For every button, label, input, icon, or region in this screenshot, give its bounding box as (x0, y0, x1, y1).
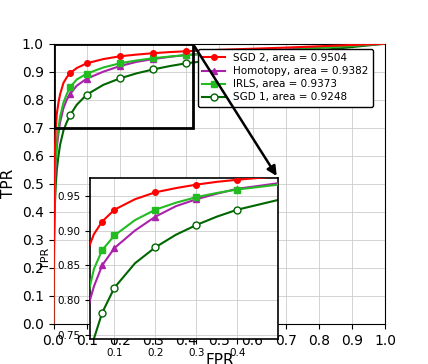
IRLS, area = 0.9373 (74, 78, 79, 82)
Homotopy, area = 0.9382 (117, 64, 122, 68)
Homotopy, area = 0.9382 (134, 60, 139, 64)
IRLS, area = 0.9373 (383, 41, 388, 46)
Homotopy, area = 0.9382 (167, 55, 172, 59)
Homotopy, area = 0.9382 (52, 182, 57, 186)
Line: SGD 1, area = 0.9248: SGD 1, area = 0.9248 (50, 40, 389, 328)
Homotopy, area = 0.9382 (53, 159, 58, 163)
IRLS, area = 0.9373 (101, 65, 106, 70)
SGD 2, area = 0.9504 (134, 52, 139, 57)
SGD 1, area = 0.9248 (54, 167, 59, 172)
Legend: SGD 2, area = 0.9504, Homotopy, area = 0.9382, IRLS, area = 0.9373, SGD 1, area : SGD 2, area = 0.9504, Homotopy, area = 0… (198, 49, 373, 107)
SGD 2, area = 0.9504 (57, 92, 62, 96)
Y-axis label: TPR: TPR (1, 169, 16, 198)
IRLS, area = 0.9373 (51, 322, 56, 326)
SGD 2, area = 0.9504 (383, 41, 388, 46)
SGD 2, area = 0.9504 (150, 51, 155, 55)
Homotopy, area = 0.9382 (74, 84, 79, 88)
Homotopy, area = 0.9382 (101, 70, 106, 74)
SGD 1, area = 0.9248 (283, 52, 288, 56)
Homotopy, area = 0.9382 (64, 98, 69, 102)
SGD 1, area = 0.9248 (250, 54, 255, 59)
SGD 2, area = 0.9504 (56, 100, 61, 105)
SGD 1, area = 0.9248 (217, 57, 222, 62)
SGD 2, area = 0.9504 (84, 61, 89, 66)
Homotopy, area = 0.9382 (84, 76, 89, 81)
SGD 1, area = 0.9248 (101, 83, 106, 87)
IRLS, area = 0.9373 (52, 210, 57, 214)
IRLS, area = 0.9373 (54, 139, 59, 144)
SGD 2, area = 0.9504 (167, 50, 172, 54)
SGD 2, area = 0.9504 (101, 57, 106, 61)
IRLS, area = 0.9373 (68, 85, 73, 89)
Homotopy, area = 0.9382 (52, 215, 57, 219)
Homotopy, area = 0.9382 (68, 92, 73, 96)
SGD 1, area = 0.9248 (64, 120, 69, 124)
SGD 1, area = 0.9248 (53, 182, 58, 186)
SGD 1, area = 0.9248 (74, 103, 79, 107)
IRLS, area = 0.9373 (117, 61, 122, 66)
Homotopy, area = 0.9382 (54, 145, 59, 150)
Homotopy, area = 0.9382 (383, 41, 388, 46)
IRLS, area = 0.9373 (84, 71, 89, 76)
IRLS, area = 0.9373 (250, 50, 255, 54)
Homotopy, area = 0.9382 (150, 57, 155, 61)
Line: SGD 2, area = 0.9504: SGD 2, area = 0.9504 (51, 41, 388, 327)
SGD 1, area = 0.9248 (57, 142, 62, 147)
X-axis label: FPR: FPR (205, 353, 234, 364)
SGD 1, area = 0.9248 (134, 71, 139, 76)
IRLS, area = 0.9373 (57, 114, 62, 119)
Y-axis label: TPR: TPR (42, 248, 51, 269)
SGD 2, area = 0.9504 (250, 47, 255, 51)
SGD 2, area = 0.9504 (51, 322, 56, 326)
Homotopy, area = 0.9382 (57, 120, 62, 124)
SGD 1, area = 0.9248 (68, 113, 73, 117)
Homotopy, area = 0.9382 (61, 106, 66, 110)
IRLS, area = 0.9373 (167, 54, 172, 59)
Homotopy, area = 0.9382 (51, 322, 56, 326)
SGD 2, area = 0.9504 (54, 111, 59, 116)
SGD 2, area = 0.9504 (283, 46, 288, 50)
SGD 2, area = 0.9504 (52, 182, 57, 186)
SGD 2, area = 0.9504 (61, 81, 66, 85)
SGD 2, area = 0.9504 (68, 71, 73, 75)
Homotopy, area = 0.9382 (217, 51, 222, 55)
Homotopy, area = 0.9382 (56, 131, 61, 135)
Line: Homotopy, area = 0.9382: Homotopy, area = 0.9382 (50, 40, 389, 328)
SGD 1, area = 0.9248 (84, 92, 89, 97)
SGD 1, area = 0.9248 (150, 67, 155, 72)
SGD 1, area = 0.9248 (184, 61, 189, 66)
SGD 2, area = 0.9504 (64, 75, 69, 79)
IRLS, area = 0.9373 (283, 48, 288, 52)
IRLS, area = 0.9373 (217, 51, 222, 55)
IRLS, area = 0.9373 (134, 58, 139, 63)
Bar (54, 44, 193, 128)
SGD 2, area = 0.9504 (217, 48, 222, 52)
IRLS, area = 0.9373 (64, 92, 69, 96)
IRLS, area = 0.9373 (53, 154, 58, 158)
SGD 1, area = 0.9248 (117, 76, 122, 80)
SGD 2, area = 0.9504 (74, 66, 79, 70)
SGD 2, area = 0.9504 (53, 126, 58, 130)
SGD 1, area = 0.9248 (61, 128, 66, 133)
Homotopy, area = 0.9382 (283, 47, 288, 52)
SGD 2, area = 0.9504 (184, 49, 189, 54)
SGD 2, area = 0.9504 (52, 148, 57, 153)
SGD 1, area = 0.9248 (56, 154, 61, 158)
IRLS, area = 0.9373 (61, 100, 66, 105)
SGD 1, area = 0.9248 (51, 322, 56, 326)
SGD 1, area = 0.9248 (52, 204, 57, 209)
IRLS, area = 0.9373 (52, 176, 57, 181)
Line: IRLS, area = 0.9373: IRLS, area = 0.9373 (51, 41, 388, 327)
SGD 1, area = 0.9248 (383, 41, 388, 46)
IRLS, area = 0.9373 (184, 53, 189, 58)
Homotopy, area = 0.9382 (184, 53, 189, 57)
SGD 2, area = 0.9504 (117, 54, 122, 59)
SGD 1, area = 0.9248 (167, 64, 172, 68)
IRLS, area = 0.9373 (150, 56, 155, 60)
IRLS, area = 0.9373 (56, 126, 61, 130)
Homotopy, area = 0.9382 (250, 49, 255, 53)
SGD 1, area = 0.9248 (52, 238, 57, 242)
